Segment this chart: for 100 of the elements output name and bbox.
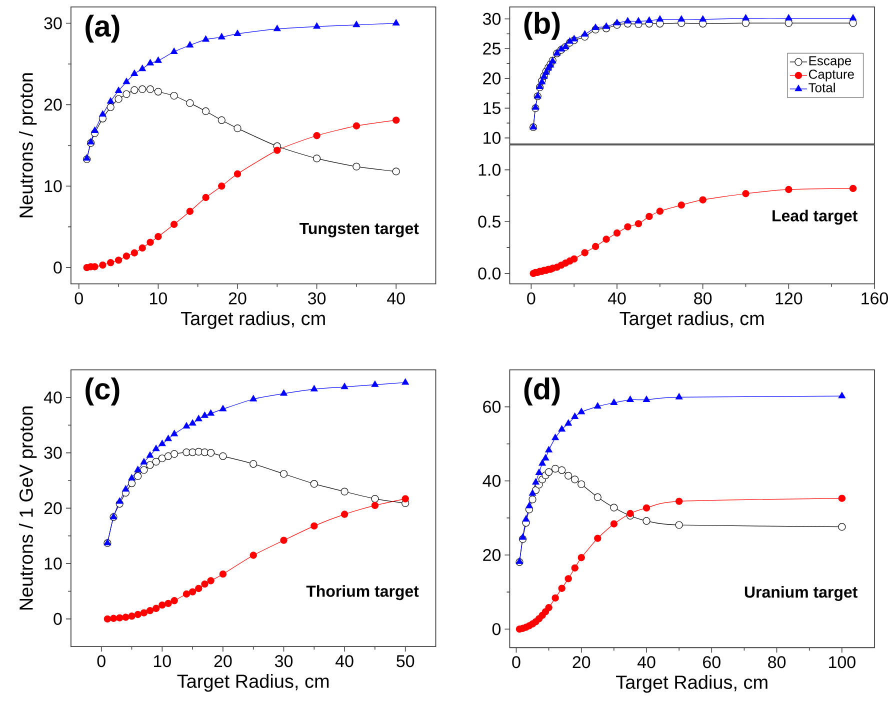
point — [200, 448, 209, 456]
x-tick-label: 50 — [396, 655, 414, 668]
point — [742, 14, 750, 21]
point — [140, 609, 148, 617]
x-tick-label: 40 — [335, 655, 354, 668]
point — [164, 452, 172, 460]
point — [158, 454, 166, 462]
point — [152, 445, 160, 452]
point — [570, 35, 578, 42]
point — [201, 580, 208, 588]
x-tick-label: 30 — [274, 655, 293, 668]
point — [104, 616, 112, 623]
point — [99, 110, 106, 117]
x-tick-label: 60 — [703, 656, 720, 668]
point — [624, 17, 632, 24]
point — [128, 480, 136, 488]
annotation: Tungsten target — [300, 223, 419, 238]
point — [219, 452, 227, 460]
point — [186, 99, 194, 108]
y-tick-label: 20 — [44, 502, 62, 514]
point — [642, 517, 650, 525]
point — [371, 502, 379, 510]
point — [134, 466, 142, 472]
point — [581, 30, 588, 37]
point — [646, 213, 653, 220]
point — [164, 600, 172, 608]
y-tick-label: 60 — [483, 401, 501, 414]
y-tick-label: 0 — [492, 623, 501, 636]
point — [592, 243, 600, 250]
point — [188, 448, 196, 456]
point — [218, 116, 226, 124]
y-tick-label: 30 — [44, 17, 62, 30]
point — [558, 584, 566, 592]
point — [610, 504, 618, 512]
point — [152, 605, 160, 612]
x-tick-label: 40 — [608, 292, 626, 305]
point — [218, 182, 226, 190]
point — [313, 154, 321, 162]
point — [675, 498, 683, 506]
point — [202, 194, 210, 202]
point — [130, 70, 138, 76]
point — [122, 614, 130, 622]
point — [146, 59, 154, 66]
x-tick-label: 80 — [694, 292, 712, 305]
y-tick-label: 25 — [483, 42, 500, 55]
y-tick-label: 30 — [482, 13, 501, 26]
annotation: (b) — [524, 12, 560, 40]
x-tick-label: 0 — [512, 656, 520, 668]
point — [542, 454, 550, 461]
point — [340, 488, 348, 496]
point — [558, 466, 566, 474]
point — [234, 30, 242, 36]
point — [170, 220, 178, 228]
point — [528, 496, 536, 504]
point — [581, 249, 588, 257]
point — [164, 435, 172, 442]
annotation: (c) — [86, 378, 120, 406]
point — [122, 78, 130, 84]
x-tick-label: 40 — [387, 292, 405, 305]
point — [838, 392, 846, 398]
point — [642, 504, 650, 512]
point — [234, 124, 242, 132]
point — [146, 452, 154, 458]
point — [571, 412, 578, 420]
point — [558, 426, 566, 432]
point — [642, 396, 650, 402]
point — [182, 448, 190, 456]
y-tick-label: 20 — [483, 549, 501, 562]
point — [195, 415, 202, 422]
point — [207, 577, 214, 585]
point — [134, 472, 142, 480]
x-axis-title: Target Radius, cm — [616, 675, 768, 693]
x-tick-label: 0 — [74, 292, 83, 305]
point — [140, 466, 148, 474]
point — [146, 461, 154, 470]
point — [310, 385, 318, 392]
point — [234, 170, 242, 178]
x-tick-label: 10 — [154, 655, 171, 668]
point — [313, 22, 320, 29]
point — [152, 458, 160, 466]
x-axis-title: Target radius, cm — [180, 311, 325, 330]
point — [578, 408, 585, 414]
point — [170, 597, 178, 604]
point — [646, 16, 653, 24]
x-axis-title: Target Radius, cm — [177, 674, 329, 692]
point — [280, 536, 288, 544]
legend-label: Capture — [808, 70, 854, 82]
point — [188, 420, 196, 426]
point — [610, 398, 618, 406]
point — [114, 86, 122, 94]
point — [522, 516, 530, 522]
point — [566, 38, 574, 44]
point — [538, 460, 546, 466]
point — [402, 495, 409, 503]
point — [140, 458, 148, 465]
y-axis-title: Neutrons / 1 GeV proton — [18, 406, 37, 610]
point — [122, 90, 130, 98]
x-tick-label: 20 — [214, 655, 232, 668]
x-tick-label: 30 — [308, 292, 326, 305]
y-tick-label: 20 — [483, 72, 501, 85]
